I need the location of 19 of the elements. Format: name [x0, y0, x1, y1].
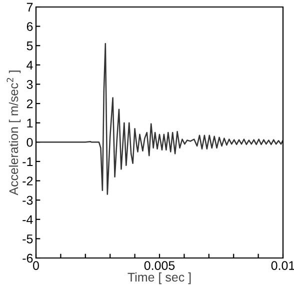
y-tick-label: -6 — [22, 254, 33, 263]
x-tick-label: 0 — [33, 261, 39, 270]
y-axis-title: Acceleration [ m/sec$^{2}$ ] — [6, 70, 21, 196]
y-tick-label: 3 — [26, 80, 33, 89]
x-tick-label: 0.005 — [144, 261, 175, 270]
line-series — [36, 43, 283, 195]
y-tick-label: 4 — [26, 60, 33, 70]
y-tick-label: 6 — [26, 22, 33, 31]
y-tick-label: 5 — [26, 42, 33, 50]
x-axis-title: Time [ sec ] — [128, 272, 191, 284]
y-tick-label: -2 — [22, 176, 33, 186]
y-tick-label: -1 — [22, 157, 33, 166]
y-tick-label: -3 — [22, 196, 33, 205]
y-tick-label: -5 — [22, 234, 33, 244]
y-tick-label: 7 — [26, 2, 33, 12]
y-tick-label: -4 — [22, 215, 33, 224]
y-tick-label: 0 — [26, 138, 33, 147]
y-tick-label: 1 — [27, 118, 33, 128]
y-tick-label: 2 — [26, 99, 33, 108]
